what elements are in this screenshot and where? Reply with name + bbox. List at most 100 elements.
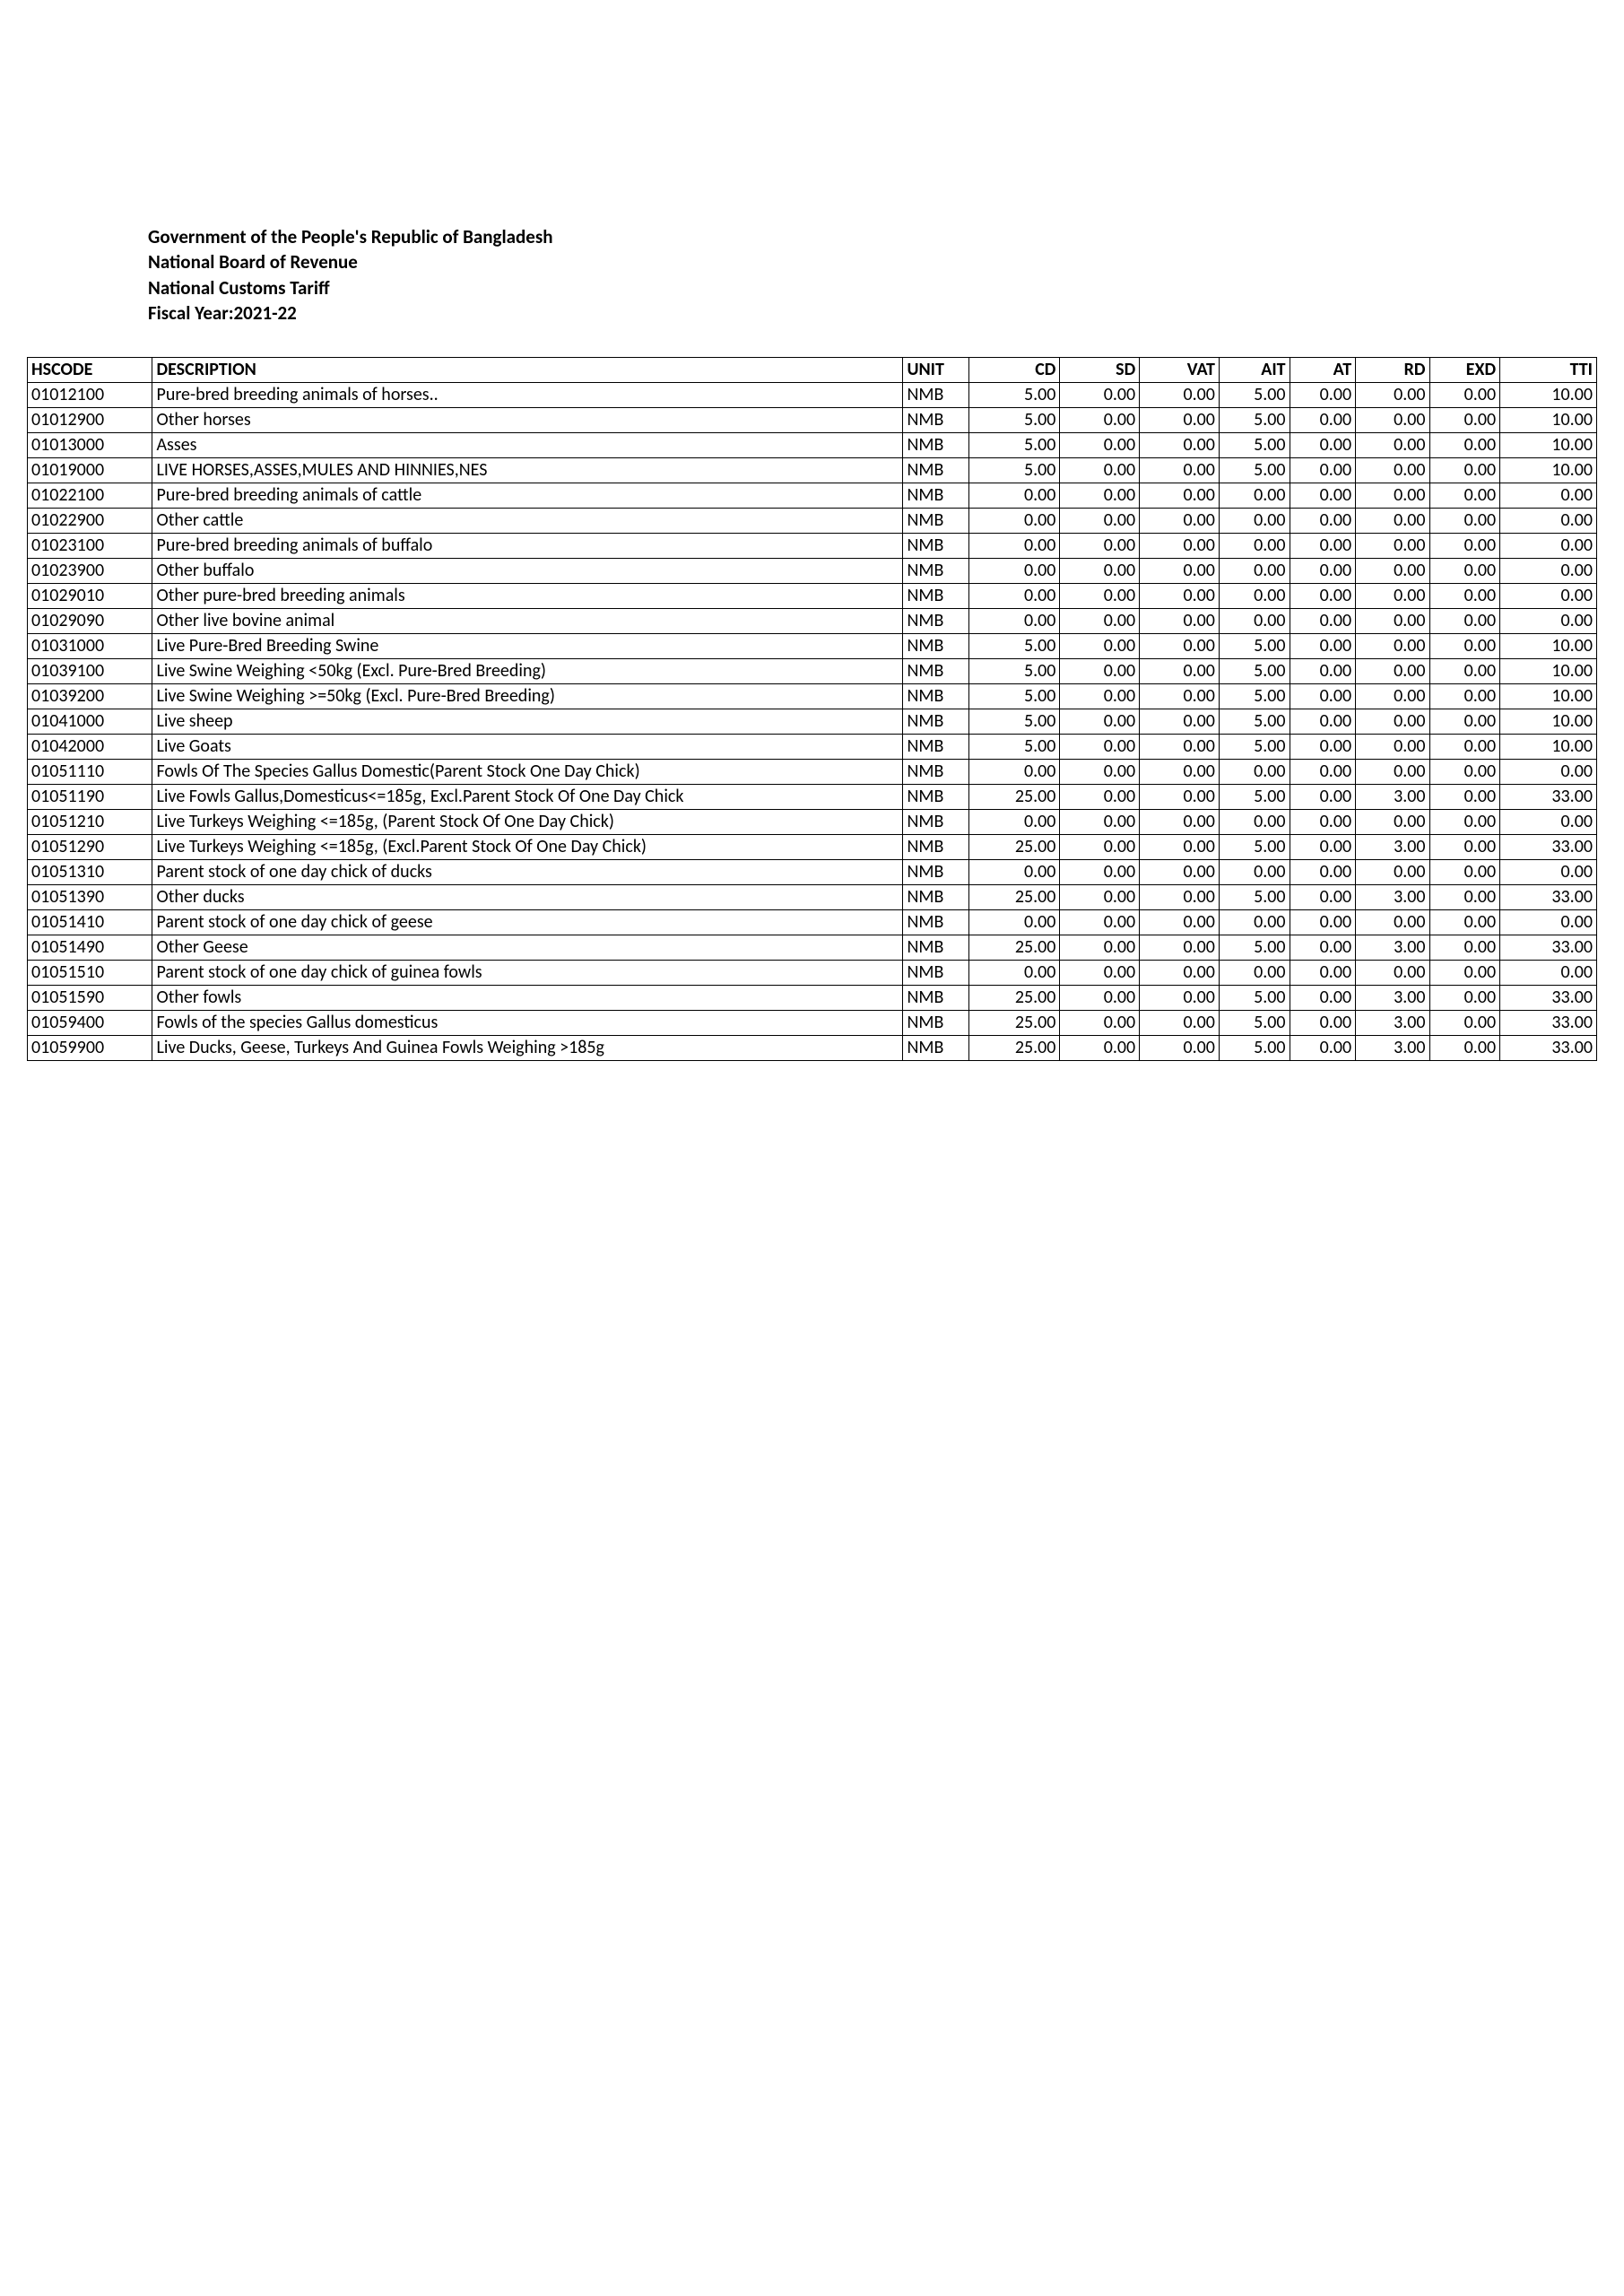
cell-unit: NMB (903, 835, 969, 860)
cell-exd: 0.00 (1429, 408, 1500, 433)
cell-vat: 0.00 (1140, 986, 1220, 1011)
cell-exd: 0.00 (1429, 860, 1500, 885)
cell-at: 0.00 (1290, 509, 1356, 534)
cell-sd: 0.00 (1060, 559, 1140, 584)
col-header-cd: CD (968, 358, 1059, 383)
table-header-row: HSCODE DESCRIPTION UNIT CD SD VAT AIT AT… (28, 358, 1597, 383)
table-row: 01022900Other cattleNMB0.000.000.000.000… (28, 509, 1597, 534)
cell-exd: 0.00 (1429, 810, 1500, 835)
cell-cd: 5.00 (968, 735, 1059, 760)
cell-at: 0.00 (1290, 810, 1356, 835)
cell-vat: 0.00 (1140, 961, 1220, 986)
cell-unit: NMB (903, 483, 969, 509)
cell-exd: 0.00 (1429, 1011, 1500, 1036)
cell-hscode: 01059900 (28, 1036, 152, 1061)
cell-vat: 0.00 (1140, 609, 1220, 634)
cell-description: Other live bovine animal (152, 609, 903, 634)
cell-tti: 0.00 (1500, 760, 1597, 785)
cell-description: Other pure-bred breeding animals (152, 584, 903, 609)
header-line-4: Fiscal Year:2021-22 (148, 300, 1597, 326)
cell-vat: 0.00 (1140, 910, 1220, 935)
cell-rd: 0.00 (1356, 433, 1429, 458)
cell-description: Parent stock of one day chick of ducks (152, 860, 903, 885)
cell-hscode: 01051190 (28, 785, 152, 810)
cell-ait: 5.00 (1219, 785, 1290, 810)
cell-unit: NMB (903, 659, 969, 684)
cell-vat: 0.00 (1140, 534, 1220, 559)
cell-cd: 5.00 (968, 408, 1059, 433)
cell-exd: 0.00 (1429, 559, 1500, 584)
cell-rd: 3.00 (1356, 986, 1429, 1011)
cell-tti: 33.00 (1500, 1036, 1597, 1061)
cell-rd: 0.00 (1356, 634, 1429, 659)
cell-tti: 0.00 (1500, 534, 1597, 559)
cell-rd: 0.00 (1356, 684, 1429, 709)
cell-exd: 0.00 (1429, 835, 1500, 860)
cell-unit: NMB (903, 458, 969, 483)
cell-at: 0.00 (1290, 709, 1356, 735)
cell-tti: 0.00 (1500, 483, 1597, 509)
cell-exd: 0.00 (1429, 961, 1500, 986)
cell-vat: 0.00 (1140, 684, 1220, 709)
cell-description: Other fowls (152, 986, 903, 1011)
cell-unit: NMB (903, 709, 969, 735)
col-header-hscode: HSCODE (28, 358, 152, 383)
cell-rd: 3.00 (1356, 785, 1429, 810)
cell-vat: 0.00 (1140, 860, 1220, 885)
cell-unit: NMB (903, 885, 969, 910)
cell-exd: 0.00 (1429, 735, 1500, 760)
cell-hscode: 01019000 (28, 458, 152, 483)
cell-vat: 0.00 (1140, 659, 1220, 684)
cell-cd: 0.00 (968, 760, 1059, 785)
cell-exd: 0.00 (1429, 760, 1500, 785)
cell-exd: 0.00 (1429, 1036, 1500, 1061)
cell-at: 0.00 (1290, 659, 1356, 684)
cell-ait: 5.00 (1219, 735, 1290, 760)
cell-sd: 0.00 (1060, 961, 1140, 986)
table-row: 01039200Live Swine Weighing >=50kg (Excl… (28, 684, 1597, 709)
cell-tti: 0.00 (1500, 559, 1597, 584)
cell-rd: 0.00 (1356, 458, 1429, 483)
cell-unit: NMB (903, 860, 969, 885)
cell-rd: 3.00 (1356, 885, 1429, 910)
cell-tti: 33.00 (1500, 935, 1597, 961)
table-row: 01023900Other buffaloNMB0.000.000.000.00… (28, 559, 1597, 584)
cell-rd: 0.00 (1356, 659, 1429, 684)
cell-sd: 0.00 (1060, 935, 1140, 961)
cell-ait: 5.00 (1219, 408, 1290, 433)
cell-tti: 10.00 (1500, 659, 1597, 684)
cell-vat: 0.00 (1140, 483, 1220, 509)
cell-sd: 0.00 (1060, 835, 1140, 860)
table-row: 01059900Live Ducks, Geese, Turkeys And G… (28, 1036, 1597, 1061)
cell-hscode: 01051290 (28, 835, 152, 860)
cell-tti: 10.00 (1500, 634, 1597, 659)
cell-description: Live Fowls Gallus,Domesticus<=185g, Excl… (152, 785, 903, 810)
cell-at: 0.00 (1290, 458, 1356, 483)
cell-tti: 10.00 (1500, 433, 1597, 458)
cell-at: 0.00 (1290, 483, 1356, 509)
cell-cd: 0.00 (968, 534, 1059, 559)
cell-at: 0.00 (1290, 383, 1356, 408)
cell-hscode: 01051490 (28, 935, 152, 961)
cell-ait: 0.00 (1219, 760, 1290, 785)
cell-vat: 0.00 (1140, 1011, 1220, 1036)
table-header: HSCODE DESCRIPTION UNIT CD SD VAT AIT AT… (28, 358, 1597, 383)
table-row: 01013000AssesNMB5.000.000.005.000.000.00… (28, 433, 1597, 458)
cell-sd: 0.00 (1060, 609, 1140, 634)
cell-description: Asses (152, 433, 903, 458)
cell-ait: 5.00 (1219, 986, 1290, 1011)
cell-hscode: 01051310 (28, 860, 152, 885)
cell-exd: 0.00 (1429, 458, 1500, 483)
cell-cd: 25.00 (968, 885, 1059, 910)
table-row: 01051290Live Turkeys Weighing <=185g, (E… (28, 835, 1597, 860)
cell-unit: NMB (903, 1036, 969, 1061)
cell-at: 0.00 (1290, 534, 1356, 559)
cell-cd: 25.00 (968, 986, 1059, 1011)
cell-exd: 0.00 (1429, 709, 1500, 735)
cell-description: Pure-bred breeding animals of horses.. (152, 383, 903, 408)
cell-description: Live sheep (152, 709, 903, 735)
cell-description: Other horses (152, 408, 903, 433)
table-row: 01051590Other fowlsNMB25.000.000.005.000… (28, 986, 1597, 1011)
cell-unit: NMB (903, 684, 969, 709)
cell-at: 0.00 (1290, 1036, 1356, 1061)
